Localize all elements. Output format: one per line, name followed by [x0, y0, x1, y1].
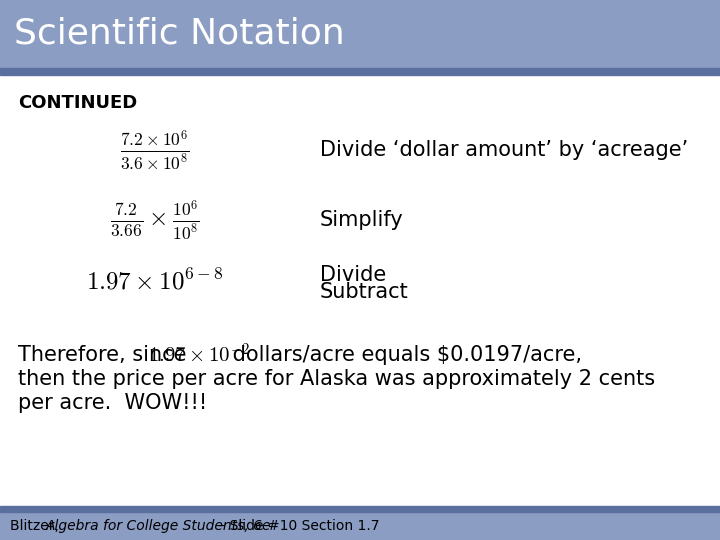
Text: Subtract: Subtract — [320, 282, 409, 302]
Text: Simplify: Simplify — [320, 210, 404, 230]
Text: $\frac{7.2\times10^6}{3.6\times10^8}$: $\frac{7.2\times10^6}{3.6\times10^8}$ — [120, 129, 190, 172]
Bar — [0, 506, 720, 512]
Text: Divide ‘dollar amount’ by ‘acreage’: Divide ‘dollar amount’ by ‘acreage’ — [320, 140, 688, 160]
Text: Blitzer,: Blitzer, — [10, 519, 63, 533]
Bar — [0, 512, 720, 540]
Bar — [0, 68, 720, 75]
Text: per acre.  WOW!!!: per acre. WOW!!! — [18, 393, 207, 413]
Text: Scientific Notation: Scientific Notation — [14, 17, 345, 51]
Text: – Slide #10 Section 1.7: – Slide #10 Section 1.7 — [214, 519, 379, 533]
Text: CONTINUED: CONTINUED — [18, 94, 138, 112]
Text: dollars/acre equals $0.0197/acre,: dollars/acre equals $0.0197/acre, — [226, 345, 582, 365]
Text: Divide: Divide — [320, 265, 386, 285]
Text: $\frac{7.2}{3.66}\times\frac{10^6}{10^8}$: $\frac{7.2}{3.66}\times\frac{10^6}{10^8}… — [110, 198, 200, 241]
Text: $1.97\times10^{6-8}$: $1.97\times10^{6-8}$ — [86, 269, 224, 295]
Bar — [0, 0, 720, 68]
Text: then the price per acre for Alaska was approximately 2 cents: then the price per acre for Alaska was a… — [18, 369, 655, 389]
Text: $1.97\times10^{-2}$: $1.97\times10^{-2}$ — [148, 343, 251, 367]
Text: Therefore, since: Therefore, since — [18, 345, 193, 365]
Text: Algebra for College Students, 6e: Algebra for College Students, 6e — [46, 519, 271, 533]
